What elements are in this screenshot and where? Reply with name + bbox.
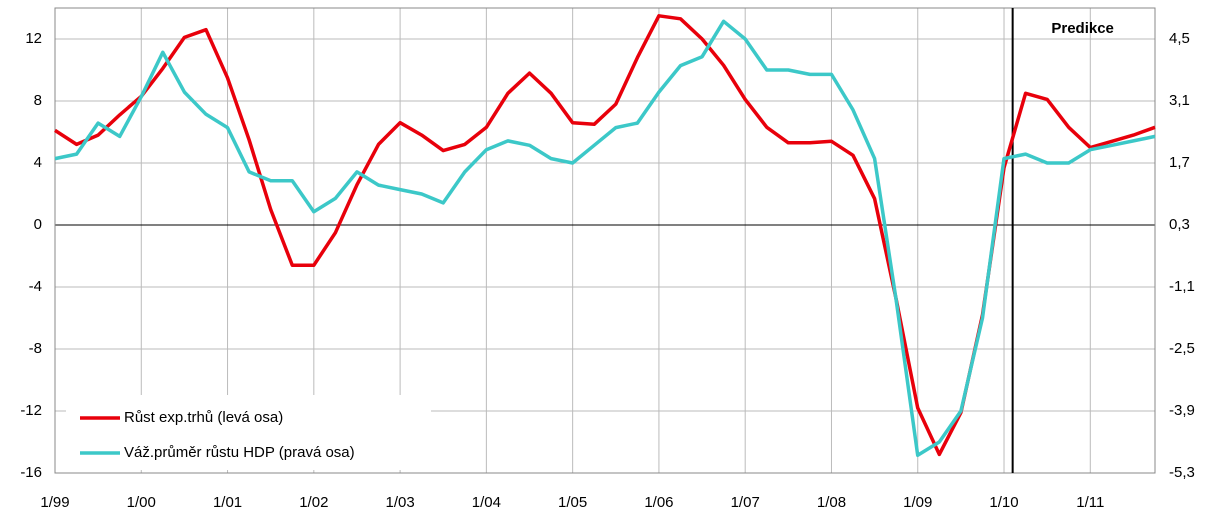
x-tick-label: 1/04 xyxy=(472,494,501,511)
x-tick-label: 1/00 xyxy=(127,494,156,511)
x-tick-label: 1/08 xyxy=(817,494,846,511)
x-tick-label: 1/10 xyxy=(989,494,1018,511)
y-tick-label: -4 xyxy=(29,278,42,295)
y2-tick-label: -1,1 xyxy=(1169,278,1195,295)
y2-tick-label: 4,5 xyxy=(1169,30,1190,47)
annotation: Predikce xyxy=(1051,20,1114,37)
x-tick-label: 1/03 xyxy=(385,494,414,511)
y-tick-label: 4 xyxy=(34,154,42,171)
x-tick-label: 1/11 xyxy=(1076,494,1104,511)
y2-tick-label: -5,3 xyxy=(1169,464,1195,481)
y-tick-label: 0 xyxy=(34,216,42,233)
y-tick-label: -12 xyxy=(20,402,42,419)
x-tick-label: 1/06 xyxy=(644,494,673,511)
y2-tick-label: 3,1 xyxy=(1169,92,1190,109)
y2-tick-label: 1,7 xyxy=(1169,154,1190,171)
y2-tick-label: 0,3 xyxy=(1169,216,1190,233)
x-tick-label: 1/02 xyxy=(299,494,328,511)
series-line xyxy=(54,19,1156,458)
series-line xyxy=(54,14,1156,457)
y2-tick-label: -2,5 xyxy=(1169,340,1195,357)
y-tick-label: -8 xyxy=(29,340,42,357)
x-tick-label: 1/01 xyxy=(213,494,242,511)
y-tick-label: -16 xyxy=(20,464,42,481)
y2-tick-label: -3,9 xyxy=(1169,402,1195,419)
plot-frame xyxy=(54,7,1156,474)
legend-label: Váž.průměr růstu HDP (pravá osa) xyxy=(124,444,355,461)
y-tick-label: 12 xyxy=(25,30,42,47)
x-tick-label: 1/05 xyxy=(558,494,587,511)
x-tick-label: 1/09 xyxy=(903,494,932,511)
y-tick-label: 8 xyxy=(34,92,42,109)
legend-box xyxy=(66,395,431,470)
legend-label: Růst exp.trhů (levá osa) xyxy=(124,409,283,426)
x-tick-label: 1/07 xyxy=(731,494,760,511)
x-tick-label: 1/99 xyxy=(40,494,69,511)
